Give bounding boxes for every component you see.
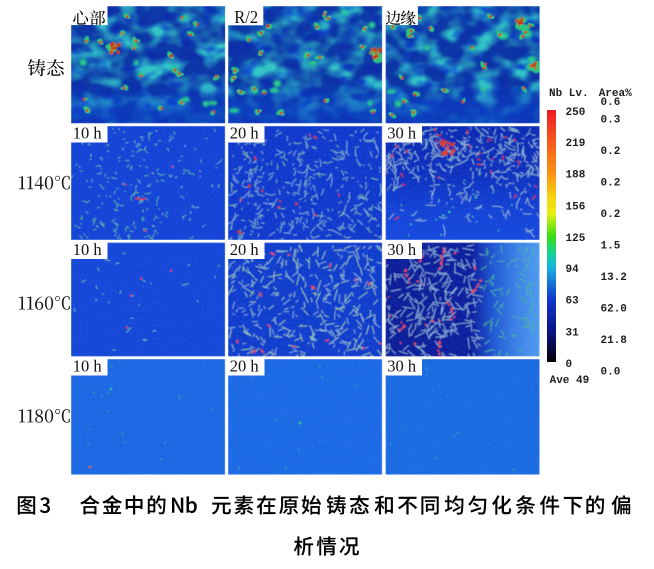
svg-text:10 h: 10 h (73, 124, 103, 143)
svg-text:94: 94 (566, 264, 580, 276)
svg-text:156: 156 (566, 202, 586, 214)
svg-text:31: 31 (566, 328, 580, 340)
svg-text:219: 219 (566, 138, 586, 150)
svg-text:30 h: 30 h (387, 240, 417, 259)
svg-text:0.3: 0.3 (601, 115, 621, 127)
svg-text:0: 0 (566, 359, 573, 371)
svg-text:Ave 49: Ave 49 (550, 375, 590, 387)
svg-text:R/2: R/2 (234, 7, 258, 27)
svg-text:30 h: 30 h (387, 357, 417, 376)
svg-text:Area%: Area% (599, 88, 632, 100)
svg-text:20 h: 20 h (230, 240, 260, 259)
svg-text:0.0: 0.0 (601, 367, 621, 379)
svg-text:0.2: 0.2 (601, 178, 621, 190)
svg-text:188: 188 (566, 170, 586, 182)
svg-text:0.2: 0.2 (601, 146, 621, 158)
svg-text:30 h: 30 h (387, 124, 417, 143)
svg-text:21.8: 21.8 (601, 335, 628, 347)
svg-text:63: 63 (566, 296, 580, 308)
svg-text:Nb Lv.: Nb Lv. (549, 88, 589, 100)
svg-text:20 h: 20 h (230, 124, 260, 143)
svg-text:10 h: 10 h (73, 357, 103, 376)
svg-text:10 h: 10 h (73, 240, 103, 259)
svg-text:0.6: 0.6 (601, 97, 621, 109)
svg-text:250: 250 (566, 107, 586, 119)
svg-text:0.2: 0.2 (601, 209, 621, 221)
svg-text:20 h: 20 h (230, 357, 260, 376)
svg-text:1.5: 1.5 (601, 241, 621, 253)
svg-text:62.0: 62.0 (601, 304, 627, 316)
svg-text:13.2: 13.2 (601, 272, 627, 284)
svg-text:125: 125 (566, 233, 586, 245)
